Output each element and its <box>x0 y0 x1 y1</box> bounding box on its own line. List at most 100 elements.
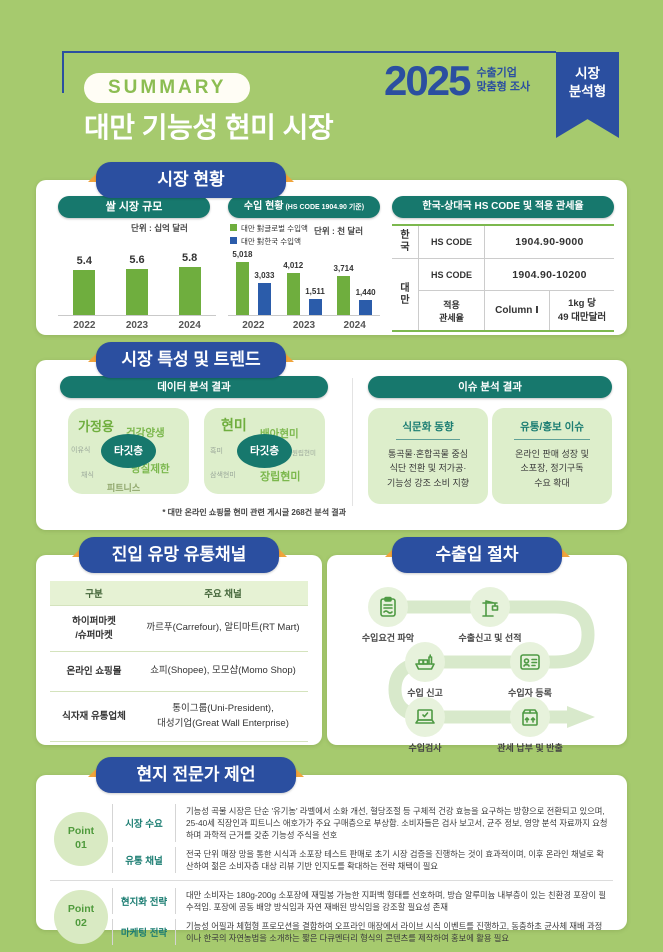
import-chart-bars: 5,018 3,033 4,012 1,511 3,714 1,440 <box>228 248 380 316</box>
expert-points: Point 01 시장 수요 기능성 곡물 시장은 단순 '유기농' 라벨에서 소화 … <box>50 797 613 952</box>
hs-korea-code-value: 1904.90-9000 <box>484 226 614 258</box>
cloud-word: 가정용 <box>78 419 114 434</box>
cloud-target-label: 타깃층 <box>237 434 292 468</box>
summary-badge: SUMMARY <box>84 73 251 103</box>
hs-tariff-rate: 1kg 당 49 대만달러 <box>549 290 614 330</box>
bar <box>125 268 148 315</box>
import-chart-years: 2022 2023 2024 <box>228 320 380 331</box>
process-step-label: 수입요건 파악 <box>361 633 415 643</box>
rice-market-pill: 쌀 시장 규모 <box>58 196 210 218</box>
logo-year: 2025 <box>384 57 471 104</box>
bar-value-label: 1,511 <box>305 287 325 297</box>
market-trends-card: 시장 특성 및 트렌드 데이터 분석 결과 가정용 건강양생 이유식 당질제한 채식 피트… <box>36 342 627 530</box>
channels-table-body: 하이퍼마켓/슈퍼마켓 까르푸(Carrefour), 알티마트(RT Mart) 온… <box>50 605 308 741</box>
legend-swatch <box>230 236 237 244</box>
process-card: 수출입 절차 수입요건 파악 수출신고 및 선적 수입자 등록 수입 신고 수입검사 관세… <box>327 537 627 753</box>
rice-unit-label: 단위 : 십억 달러 <box>131 223 188 233</box>
section-divider <box>352 378 353 506</box>
hs-taiwan-code-label: HS CODE <box>418 258 484 290</box>
word-cloud: 가정용 건강양생 이유식 당질제한 채식 피트니스 타깃층 <box>68 408 189 494</box>
channel-value-cell: 까르푸(Carrefour), 알티마트(RT Mart) <box>146 622 300 634</box>
hs-tariff-column: Column Ⅰ <box>484 290 549 330</box>
bar-value-label: 4,012 <box>283 260 304 270</box>
expert-row: 시장 수요 기능성 곡물 시장은 단순 '유기농' 라벨에서 소화 개선, 혈당조… <box>112 804 613 843</box>
ship-icon <box>415 654 435 670</box>
id-card-icon <box>520 654 540 670</box>
legend-item: 대만 對글로벌 수입액 <box>230 223 308 236</box>
bar-stack: 3,033 <box>254 271 274 315</box>
bar-group: 5.8 <box>178 251 201 315</box>
bar-stack: 3,714 <box>334 264 354 315</box>
channel-type-cell: 하이퍼마켓/슈퍼마켓 <box>72 616 116 641</box>
logo-subtitle: 수출기업 맞춤형 조사 <box>476 67 530 95</box>
process-step <box>470 587 510 627</box>
table-row: 식자재 유통업체 통이그룹(Uni-President), 대성기업(Great W… <box>50 691 308 741</box>
expert-point-group: Point 02 현지화 전략 대만 소비자는 180g-200g 소포장에 재밀봉 … <box>50 880 613 952</box>
issue-card-title: 식문화 동향 <box>368 417 488 440</box>
expert-row-text: 기능성 어필과 체험형 프로모션을 결합하여 오프라인 매장에서 라이브 시식 … <box>186 921 603 944</box>
page-title: 대만 기능성 현미 시장 <box>84 112 334 143</box>
bar-group: 5,018 3,033 <box>232 250 274 315</box>
expert-row-text: 대만 소비자는 180g-200g 소포장에 재밀봉 가능한 지퍼백 형태를 선… <box>186 890 607 913</box>
expert-point-cell: Point 01 <box>50 804 112 873</box>
process-step <box>405 642 445 682</box>
bar-value-label: 5.8 <box>181 251 198 264</box>
channels-card: 진입 유망 유통채널 구분 주요 채널 하이퍼마켓/슈퍼마켓 까르푸(Carref… <box>36 537 322 745</box>
process-flow-path <box>381 600 595 728</box>
axis-tick-label: 2023 <box>125 320 149 331</box>
axis-tick-label: 2022 <box>73 320 96 331</box>
expert-point-group: Point 01 시장 수요 기능성 곡물 시장은 단순 '유기농' 라벨에서 소화 … <box>50 797 613 880</box>
issue-title-text: 식문화 동향 <box>396 419 460 440</box>
process-step <box>405 697 445 737</box>
channels-table-header: 구분 주요 채널 <box>50 581 308 605</box>
bar-group: 5.4 <box>73 255 96 315</box>
process-step-label: 수입 신고 <box>407 688 443 698</box>
bar <box>257 283 271 315</box>
section-banner-market-status: 시장 현황 <box>96 162 286 198</box>
expert-advice-card: 현지 전문가 제언 Point 01 시장 수요 기능성 곡물 시장은 단순 '유기농… <box>36 757 627 946</box>
process-step <box>368 587 408 627</box>
cloud-target-label: 타깃층 <box>101 434 156 468</box>
process-step-label: 수출신고 및 선적 <box>458 633 522 643</box>
process-step-label: 수입자 등록 <box>508 688 552 698</box>
issue-analysis-pill: 이슈 분석 결과 <box>368 376 612 398</box>
issue-card: 유통/홍보 이슈 온라인 판매 성장 및 소포장, 정기구독 수요 확대 <box>492 408 612 504</box>
hs-taiwan-code-value: 1904.90-10200 <box>484 258 614 290</box>
hs-tariff-label: 적용 관세율 <box>418 290 484 330</box>
import-chart-legend: 대만 對글로벌 수입액 대만 對한국 수입액 <box>230 223 308 249</box>
cloud-word: 피트니스 <box>107 483 141 493</box>
laptop-icon <box>415 709 435 724</box>
rice-chart-bars: 5.4 5.6 5.8 <box>58 236 216 316</box>
channels-header-main: 주요 채널 <box>204 589 242 600</box>
process-step-label: 수입검사 <box>408 743 442 753</box>
channel-value-cell: 쇼피(Shopee), 모모샵(Momo Shop) <box>150 665 296 677</box>
bar-value-label: 3,714 <box>333 264 354 274</box>
expert-row-text: 전국 단위 매장 망을 통한 시식과 소포장 테스트 판매로 초기 시장 검증을… <box>186 849 604 872</box>
expert-row-label: 시장 수요 <box>112 804 176 843</box>
cloud-word: 채식 <box>81 472 94 479</box>
process-step <box>510 697 550 737</box>
axis-tick-label: 2024 <box>178 320 201 331</box>
bar <box>178 266 201 315</box>
bar-stack: 1,511 <box>305 287 325 315</box>
bar <box>235 262 249 315</box>
table-row: 하이퍼마켓/슈퍼마켓 까르푸(Carrefour), 알티마트(RT Mart) <box>50 605 308 651</box>
hs-korea-code-label: HS CODE <box>418 226 484 258</box>
legend-item: 대만 對한국 수입액 <box>230 236 308 249</box>
cloud-word: 장립현미 <box>260 471 301 483</box>
crane-icon <box>482 600 499 617</box>
issue-title-text: 유통/홍보 이슈 <box>514 419 590 440</box>
logo-subtitle-line2: 맞춤형 조사 <box>476 81 531 93</box>
rice-chart-years: 2022 2023 2024 <box>58 320 216 331</box>
market-status-card: 시장 현황 쌀 시장 규모 단위 : 십억 달러 5.4 5.6 5.8 2022 2… <box>36 162 627 335</box>
table-row: 온라인 쇼핑몰 쇼피(Shopee), 모모샵(Momo Shop) <box>50 651 308 691</box>
cloud-word: 원립현미 <box>292 450 316 457</box>
issue-card-body: 통곡물·혼합곡물 중심 식단 전환 및 저가공· 기능성 강조 소비 지향 <box>386 449 470 488</box>
axis-tick-label: 2024 <box>343 320 366 331</box>
bar <box>308 299 322 315</box>
expert-row-label: 마케팅 전략 <box>112 919 176 946</box>
